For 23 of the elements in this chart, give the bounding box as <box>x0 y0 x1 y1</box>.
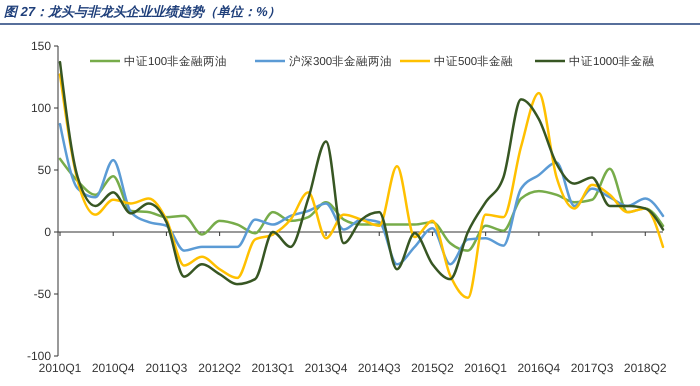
y-tick-label: -50 <box>34 287 52 302</box>
x-tick-label: 2014Q3 <box>358 361 401 375</box>
legend-label: 中证500非金融 <box>434 55 514 68</box>
x-tick-label: 2012Q2 <box>198 361 242 375</box>
chart-title: 图 27：龙头与非龙头企业业绩趋势（单位：%） <box>4 4 281 19</box>
y-tick-label: 150 <box>30 39 52 54</box>
x-tick-label: 2015Q2 <box>411 361 454 375</box>
legend-label: 沪深300非金融两油 <box>289 54 392 68</box>
x-tick-label: 2018Q2 <box>624 361 667 375</box>
x-tick-label: 2010Q1 <box>38 361 82 375</box>
y-tick-label: 100 <box>30 101 52 116</box>
y-tick-label: -100 <box>26 349 52 364</box>
y-tick-label: 50 <box>38 163 52 178</box>
x-tick-label: 2011Q3 <box>146 361 188 375</box>
x-tick-label: 2013Q4 <box>304 361 348 375</box>
legend-label: 中证100非金融两油 <box>124 55 228 68</box>
y-tick-label: 0 <box>44 225 52 240</box>
x-tick-label: 2013Q1 <box>251 361 294 375</box>
x-tick-label: 2016Q4 <box>518 361 561 375</box>
x-tick-label: 2010Q4 <box>92 361 135 375</box>
x-tick-label: 2017Q3 <box>570 361 614 375</box>
x-tick-label: 2016Q1 <box>464 361 508 375</box>
legend-label: 中证1000非金融 <box>569 55 655 68</box>
